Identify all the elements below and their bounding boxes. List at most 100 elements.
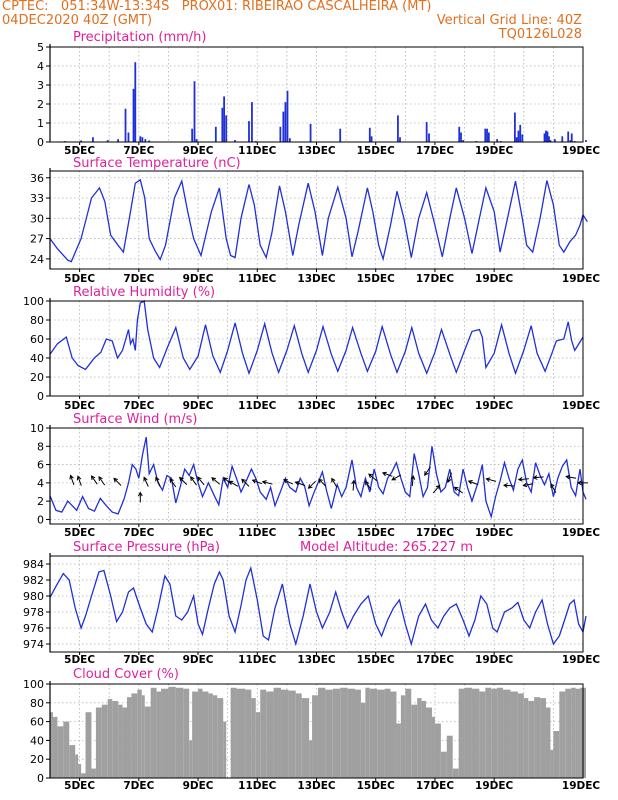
- precip-bar: [462, 140, 464, 142]
- cloud-cover-bar: [575, 688, 581, 778]
- panel-title: Surface Pressure (hPa): [73, 540, 220, 555]
- cloud-cover-bar: [91, 768, 96, 778]
- x-tick-label: 9DEC: [183, 654, 214, 666]
- y-tick-label: 0: [37, 513, 44, 526]
- wind-vector: [368, 473, 377, 481]
- precip-bar: [521, 134, 524, 142]
- wind-vector: [137, 491, 143, 503]
- cloud-cover-bar: [434, 723, 441, 778]
- cloud-cover-bar: [251, 698, 256, 778]
- x-tick-label: 5DEC: [64, 145, 95, 157]
- precip-bar: [214, 126, 217, 142]
- wind-vector: [241, 478, 250, 487]
- y-tick-label: 0: [37, 390, 44, 403]
- cloud-cover-bar: [236, 688, 246, 778]
- wind-vector: [446, 472, 452, 484]
- precip-bar: [546, 131, 549, 142]
- wind-vector: [282, 479, 294, 485]
- y-tick-label: 8: [37, 440, 44, 453]
- cloud-cover-bar: [208, 693, 213, 778]
- x-tick-label: 17DEC: [416, 145, 455, 157]
- cloud-cover-bar: [126, 697, 132, 778]
- x-tick-label: 19DEC: [475, 273, 514, 285]
- cloud-cover-bar: [491, 688, 498, 778]
- cloud-cover-bar: [421, 700, 427, 778]
- precip-bar: [221, 107, 224, 142]
- precip-bar: [368, 127, 371, 142]
- x-tick-label: 19DEC: [475, 780, 514, 792]
- x-tick-label: 19DEC: [475, 527, 514, 539]
- cloud-cover-bar: [565, 688, 572, 778]
- x-tick-label: 19DEC: [562, 273, 601, 285]
- cloud-cover-bar: [107, 699, 113, 778]
- cloud-cover-bar: [417, 698, 422, 778]
- precip-bar: [288, 138, 291, 142]
- cloud-cover-bar: [312, 695, 318, 778]
- wind-vector: [76, 475, 82, 486]
- wind-vector: [391, 474, 402, 481]
- precip-bar: [567, 131, 570, 142]
- y-tick-label: 80: [30, 314, 44, 327]
- y-tick-label: 100: [23, 295, 44, 308]
- cloud-cover-bar: [122, 707, 127, 778]
- wind-vector: [261, 480, 273, 485]
- precip-bar: [127, 132, 130, 142]
- cloud-cover-bar: [534, 697, 541, 778]
- cloud-cover-bar: [517, 693, 524, 778]
- cloud-cover-bar: [426, 707, 432, 778]
- panel-title: Relative Humidity (%): [73, 285, 215, 300]
- x-tick-label: 11DEC: [238, 654, 277, 666]
- precip-bar: [144, 139, 147, 142]
- cloud-cover-bar: [325, 689, 333, 778]
- cloud-cover-bar: [273, 687, 281, 778]
- series-line: [49, 300, 584, 376]
- x-tick-label: 7DEC: [123, 273, 154, 285]
- wind-vector: [502, 483, 515, 488]
- precip-bar: [569, 140, 572, 142]
- cloud-cover-bar: [144, 706, 151, 778]
- header-grid-note: Vertical Grid Line: 40Z: [436, 13, 582, 28]
- cloud-cover-bar: [369, 688, 378, 778]
- wind-vector: [155, 476, 161, 487]
- x-tick-label: 11DEC: [238, 273, 277, 285]
- precip-bar: [487, 132, 490, 142]
- precip-bar: [234, 140, 236, 142]
- x-tick-label: 7DEC: [123, 780, 154, 792]
- wind-vector: [467, 480, 479, 486]
- cloud-cover-bar: [452, 768, 459, 778]
- wind-vector: [424, 466, 431, 476]
- panel-title: Surface Wind (m/s): [73, 412, 197, 427]
- cloud-cover-bar: [479, 691, 486, 778]
- precip-bar: [561, 136, 564, 142]
- precip-bar: [428, 133, 430, 142]
- precip-bar: [513, 112, 516, 142]
- y-tick-label: 978: [23, 606, 44, 619]
- series-line: [49, 178, 588, 263]
- precip-bar: [496, 139, 499, 142]
- precip-bar: [519, 124, 522, 142]
- cloud-cover-bar: [396, 723, 401, 778]
- cloud-cover-bar: [255, 712, 261, 778]
- cloud-cover-bar: [446, 735, 453, 778]
- precip-bar: [195, 139, 198, 142]
- x-tick-label: 7DEC: [123, 654, 154, 666]
- wind-vector: [69, 474, 75, 485]
- series-line: [49, 436, 587, 520]
- precip-bar: [570, 133, 573, 142]
- cloud-cover-bar: [198, 688, 203, 778]
- x-tick-label: 15DEC: [357, 780, 396, 792]
- cloud-cover-bar: [192, 691, 199, 778]
- x-tick-label: 5DEC: [64, 400, 95, 412]
- y-tick-label: 982: [23, 574, 44, 587]
- y-tick-label: 40: [30, 734, 44, 747]
- y-tick-label: 36: [30, 172, 44, 185]
- cloud-cover-bar: [280, 689, 289, 778]
- cloud-cover-bar: [440, 751, 447, 778]
- x-tick-label: 17DEC: [416, 654, 455, 666]
- cloud-cover-bar: [183, 688, 190, 778]
- y-tick-label: 60: [30, 716, 44, 729]
- y-tick-label: 100: [23, 678, 44, 691]
- x-tick-label: 17DEC: [416, 527, 455, 539]
- cloud-cover-bar: [168, 686, 176, 778]
